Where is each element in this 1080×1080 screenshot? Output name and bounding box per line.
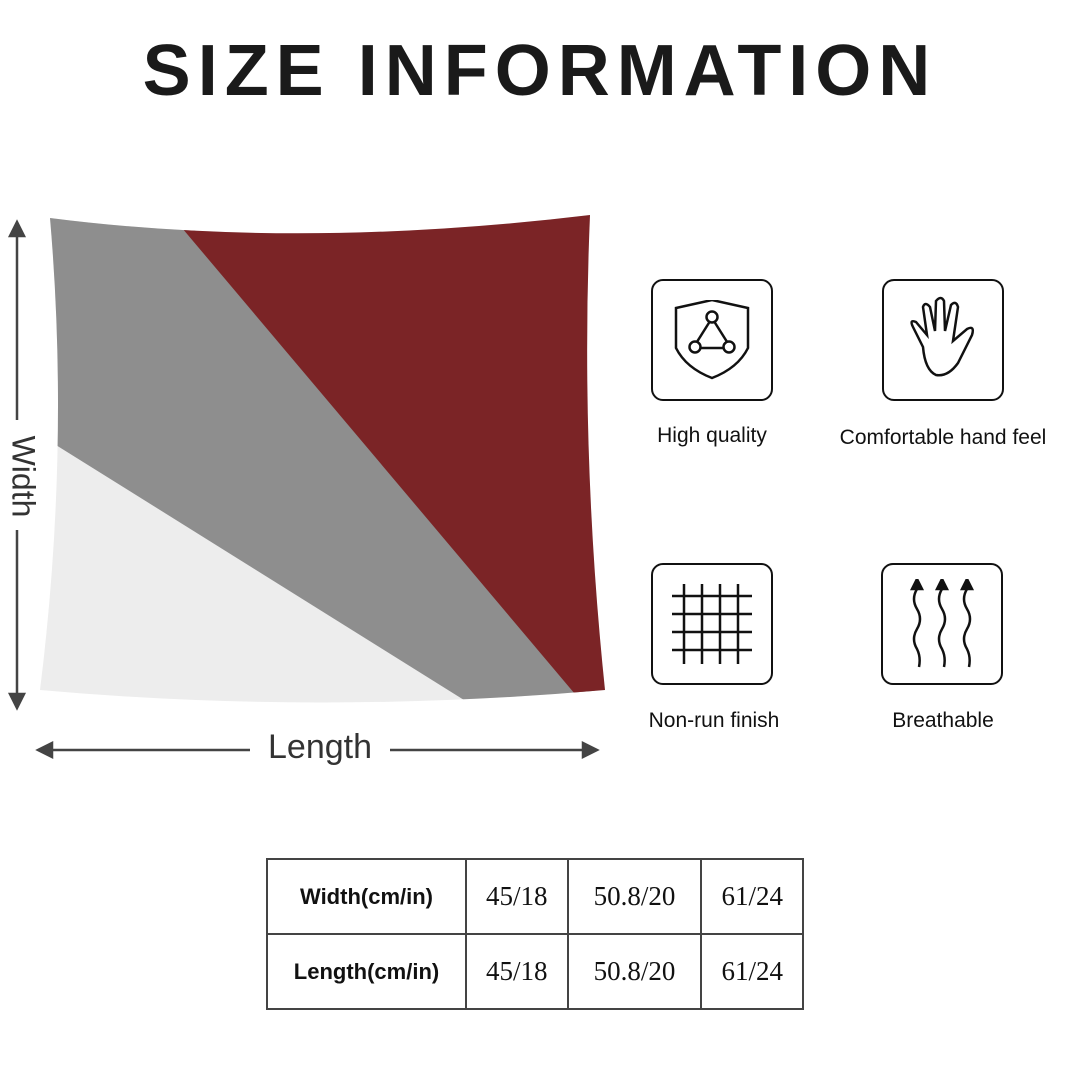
pillow-image: [7, 215, 605, 760]
table-cell: 50.8/20: [566, 933, 703, 1010]
feature-breathable: [881, 563, 1003, 685]
table-cell: 61/24: [700, 933, 804, 1010]
feature-label: Breathable: [892, 709, 994, 732]
feature-non-run: [651, 563, 773, 685]
feature-label: Comfortable hand feel: [839, 426, 1047, 449]
hand-icon: [910, 296, 975, 377]
table-cell: 50.8/20: [566, 858, 703, 935]
grid-icon: [672, 584, 752, 664]
row-header: Length(cm/in): [266, 933, 467, 1010]
length-arrow: [35, 740, 600, 760]
table-cell: 45/18: [465, 933, 569, 1010]
length-label: Length: [250, 728, 390, 767]
table-cell: 61/24: [700, 858, 804, 935]
table-cell: 45/18: [465, 858, 569, 935]
width-label: Width: [5, 435, 42, 518]
table-row: Width(cm/in) 45/18 50.8/20 61/24: [266, 858, 804, 935]
page-title: SIZE INFORMATION: [142, 31, 938, 111]
airflow-arrows-icon: [909, 579, 975, 668]
row-header: Width(cm/in): [266, 858, 467, 935]
feature-high-quality: [651, 279, 773, 401]
width-arrow: [7, 219, 27, 711]
table-row: Length(cm/in) 45/18 50.8/20 61/24: [266, 933, 804, 1010]
feature-label: Non-run finish: [648, 709, 780, 732]
size-table: Width(cm/in) 45/18 50.8/20 61/24 Length(…: [266, 858, 804, 1010]
shield-icon: [674, 300, 750, 380]
feature-label: High quality: [657, 424, 767, 447]
feature-comfortable: [882, 279, 1004, 401]
